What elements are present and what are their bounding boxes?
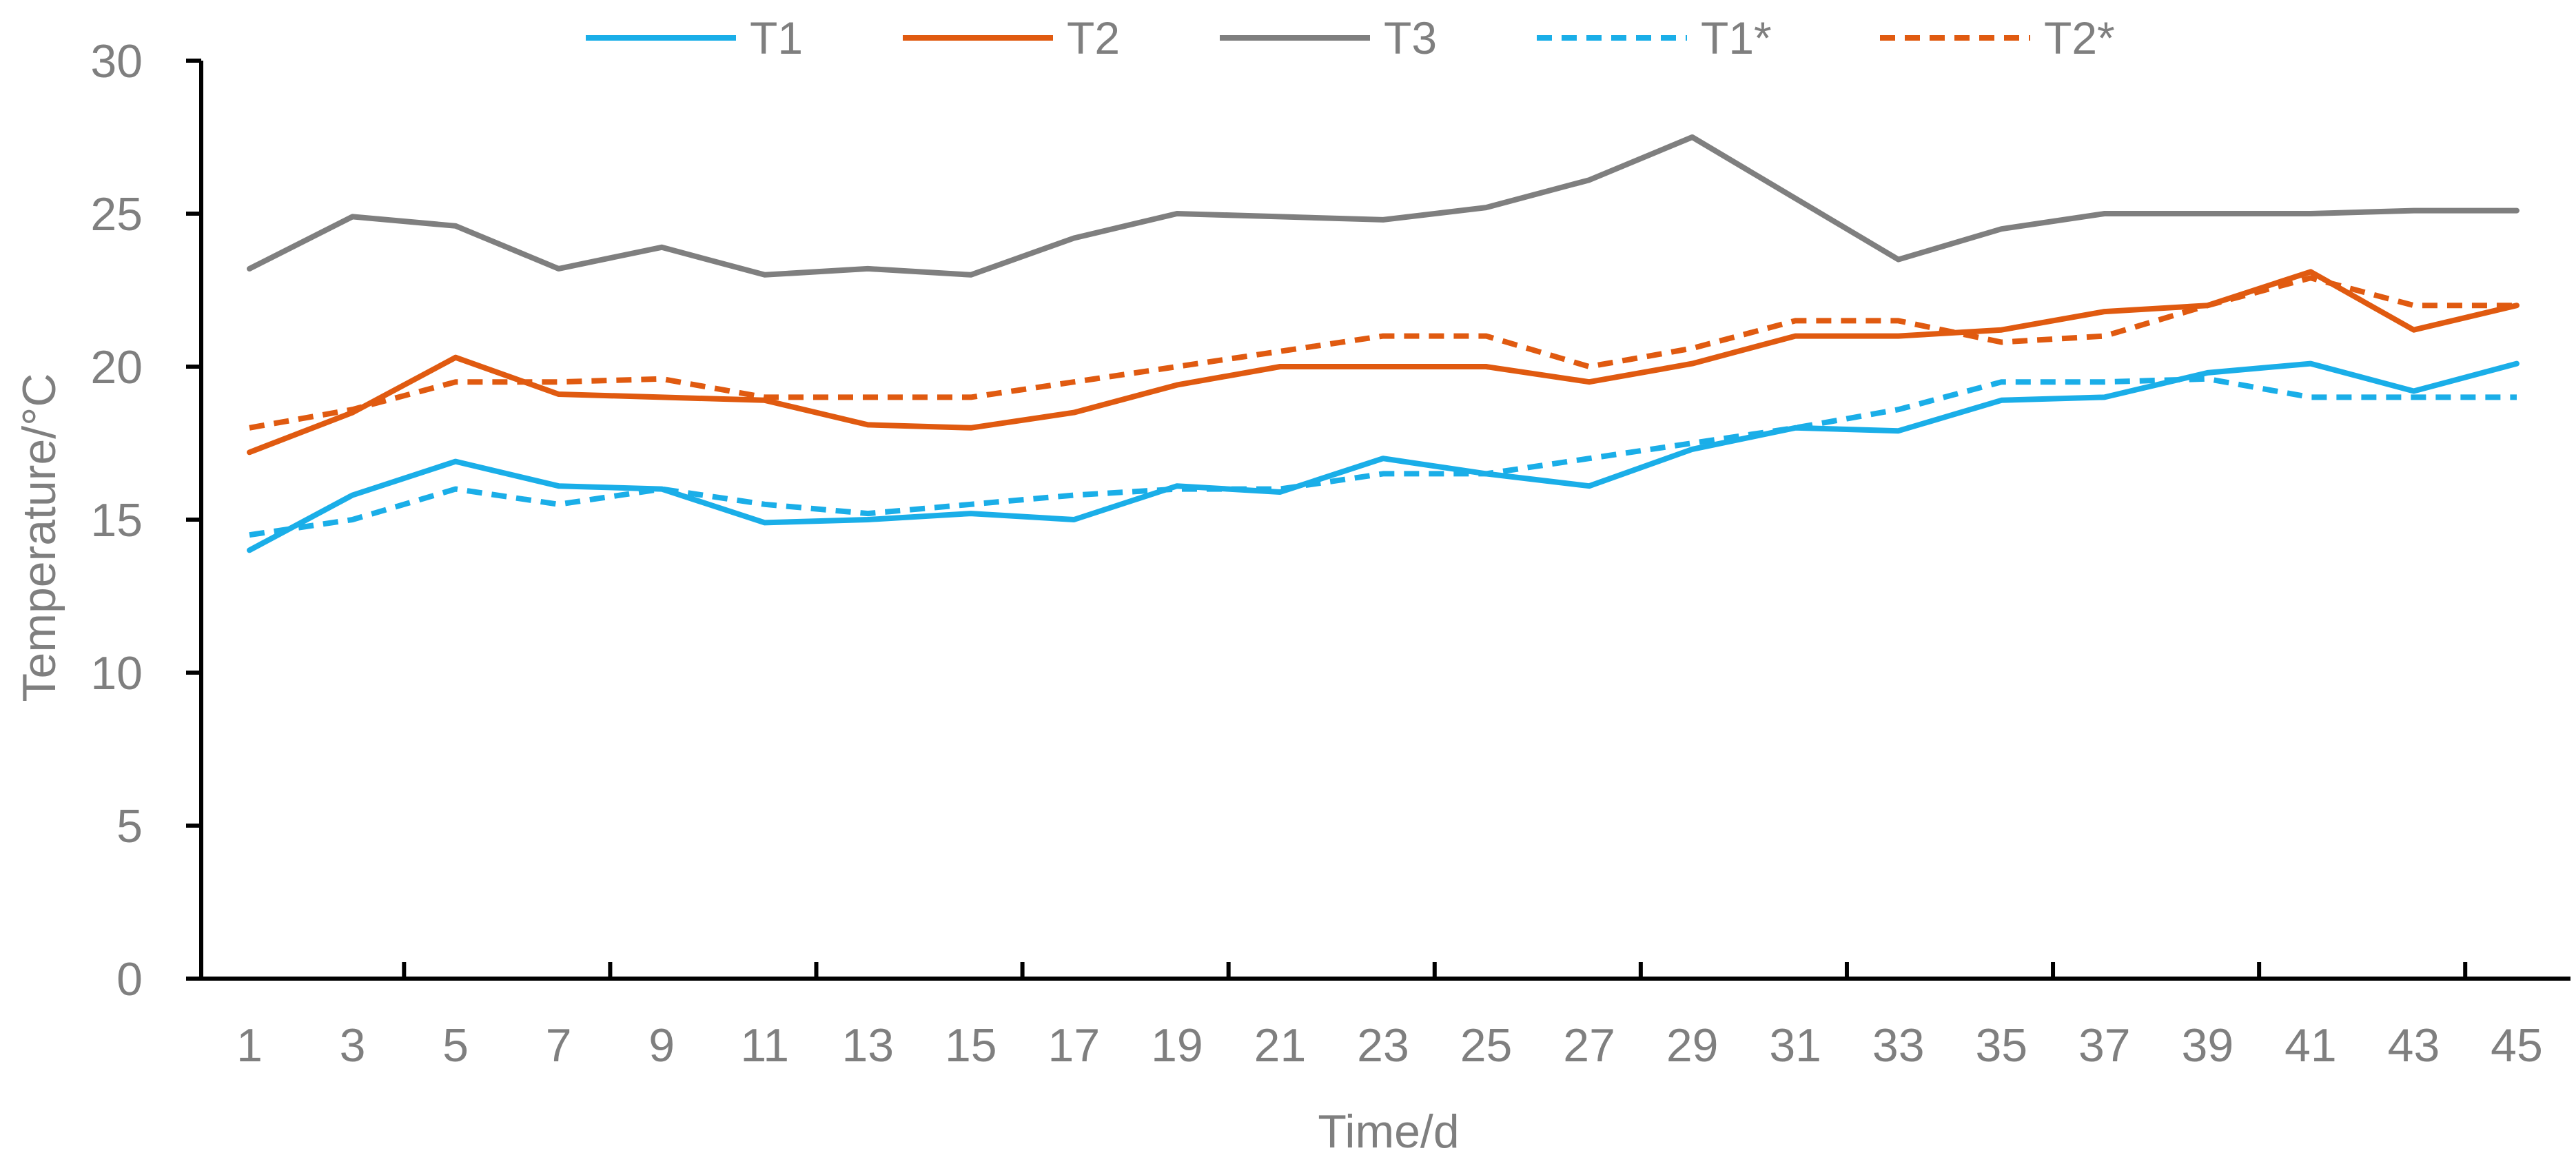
x-tick-label: 21	[1254, 1019, 1307, 1072]
x-tick-label: 29	[1666, 1019, 1719, 1072]
x-tick-label: 11	[740, 1019, 789, 1072]
legend-label: T1*	[1701, 12, 1772, 63]
x-tick-label: 19	[1151, 1019, 1203, 1072]
y-tick-label: 20	[90, 341, 143, 394]
x-tick-label: 35	[1975, 1019, 2027, 1072]
y-tick-label: 5	[116, 800, 143, 852]
y-tick-label: 25	[90, 188, 143, 241]
x-tick-label: 3	[340, 1019, 366, 1072]
x-tick-label: 27	[1563, 1019, 1615, 1072]
x-tick-label: 33	[1872, 1019, 1925, 1072]
x-tick-label: 17	[1048, 1019, 1101, 1072]
y-tick-labels: 0 5 10 15 20 25 30	[90, 35, 143, 1005]
legend-label: T2*	[2044, 12, 2115, 63]
x-tick-label: 7	[546, 1019, 572, 1072]
series-line-t3	[247, 134, 2519, 278]
x-tick-labels: 1 3 5 7 9 11 13 15 17 19 21 23 25 27 29 31 33 35 37 39 41 43 4…	[236, 1019, 2543, 1072]
legend: T1 T2 T3 T1* T2*	[586, 12, 2115, 63]
legend-label: T3	[1384, 12, 1437, 63]
series-line-t1	[247, 360, 2519, 553]
series-layer	[247, 134, 2519, 553]
y-axis-label: Temperature/°C	[13, 374, 65, 702]
x-axis-label: Time/d	[1318, 1105, 1459, 1158]
x-tick-label: 5	[442, 1019, 469, 1072]
x-tick-label: 39	[2182, 1019, 2234, 1072]
y-tick-label: 30	[90, 35, 143, 88]
x-tick-label: 25	[1460, 1019, 1513, 1072]
y-tick-label: 15	[90, 494, 143, 547]
x-tick-label: 13	[841, 1019, 894, 1072]
x-tick-label: 43	[2388, 1019, 2440, 1072]
series-line-t2-star	[249, 275, 2517, 431]
axes	[186, 59, 2570, 981]
legend-label: T2	[1067, 12, 1120, 63]
series-line-t1-star	[249, 376, 2517, 538]
x-tick-label: 31	[1769, 1019, 1821, 1072]
x-tick-label: 9	[648, 1019, 675, 1072]
x-tick-label: 15	[945, 1019, 997, 1072]
y-tick-label: 0	[116, 953, 143, 1005]
x-tick-label: 37	[2078, 1019, 2131, 1072]
series-line-t2	[247, 269, 2519, 456]
x-tick-label: 23	[1357, 1019, 1409, 1072]
x-tick-label: 1	[236, 1019, 263, 1072]
x-tick-label: 45	[2491, 1019, 2543, 1072]
legend-label: T1	[750, 12, 803, 63]
y-tick-label: 10	[90, 647, 143, 700]
x-tick-label: 41	[2284, 1019, 2337, 1072]
